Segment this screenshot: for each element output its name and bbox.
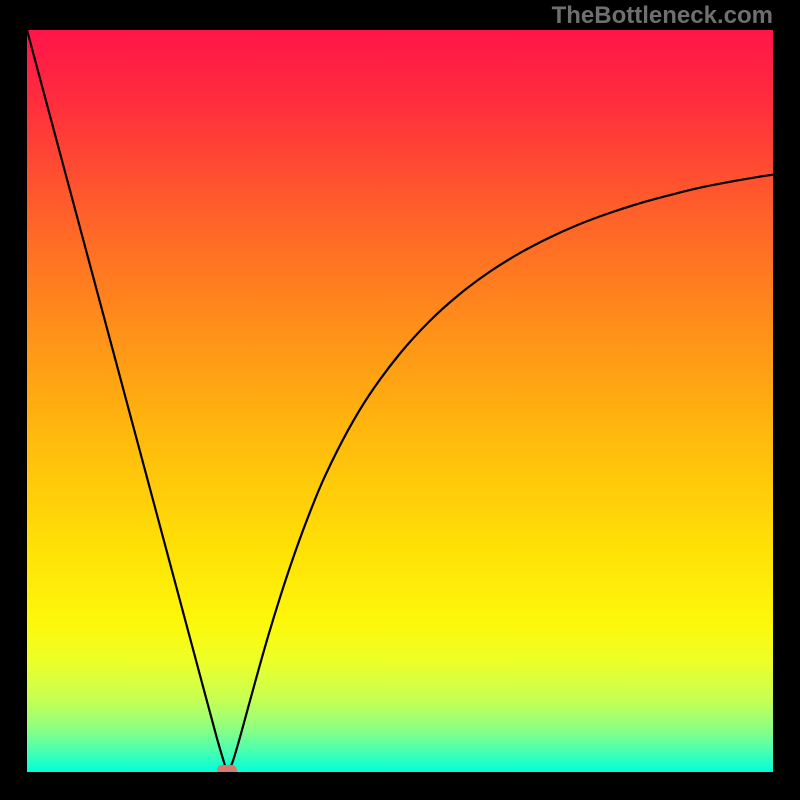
curve-right-branch [227, 175, 773, 772]
bottleneck-curve [27, 30, 773, 772]
curve-left-branch [27, 30, 227, 772]
chart-root: TheBottleneck.com [0, 0, 800, 800]
optimum-marker [217, 765, 236, 772]
plot-area [27, 30, 773, 772]
watermark-text: TheBottleneck.com [552, 2, 773, 30]
